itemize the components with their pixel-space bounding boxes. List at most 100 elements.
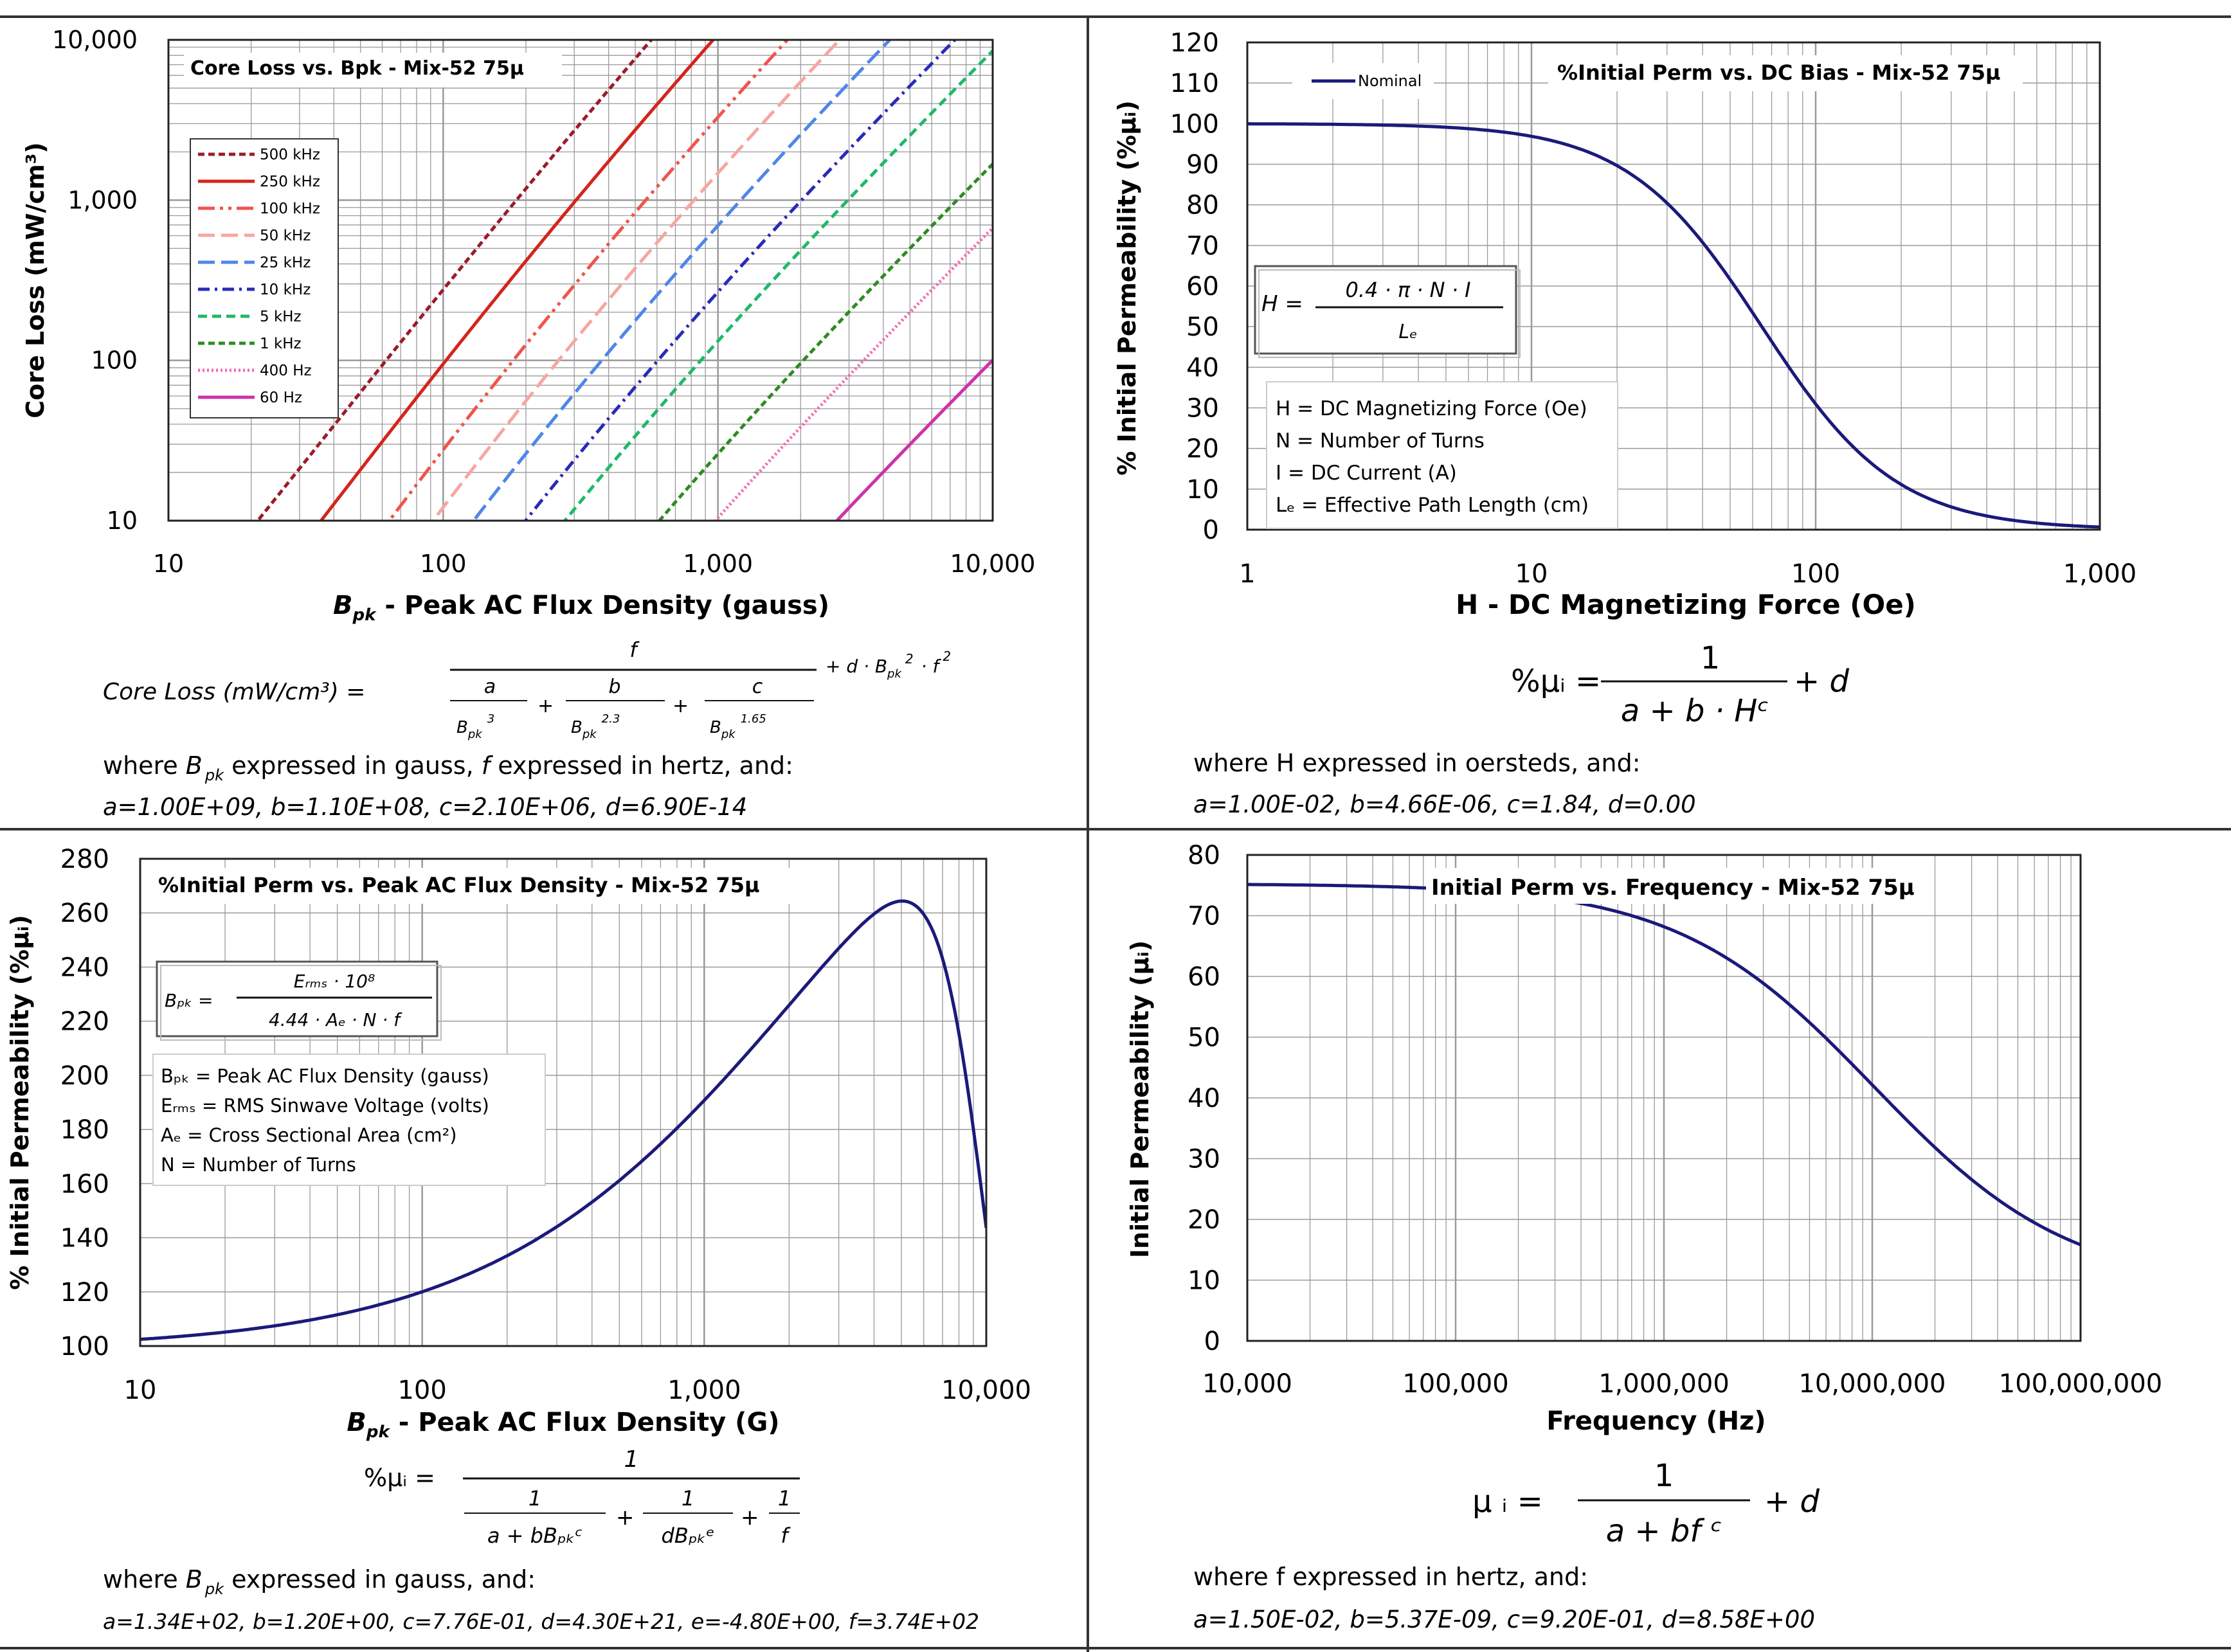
ac-flux-where-sub: pk: [204, 1580, 224, 1598]
core-loss-legend: 500 kHz 250 kHz 100 kHz 50 kHz 25 kHz 10 kHz 5…: [190, 138, 339, 418]
freq-eq-num: 1: [1654, 1458, 1674, 1494]
series-line-60-hz: [835, 359, 993, 521]
dc-eq-den: a + b · Hᶜ: [1621, 693, 1769, 729]
core-loss-where-post: expressed in hertz, and:: [490, 751, 793, 780]
core-loss-xlabel-sym: B: [333, 591, 353, 620]
panel-dividers: [0, 15, 2231, 1652]
ac-flux-ylabel: % Initial Permeability (%µᵢ): [6, 915, 34, 1290]
core-loss-title: Core Loss vs. Bpk - Mix-52 75µ: [190, 57, 524, 80]
legend-label: 5 kHz: [260, 309, 302, 325]
freq-eq-tail: + d: [1764, 1484, 1820, 1520]
y-tick-label: 40: [1186, 353, 1219, 382]
ac-formula-den: 4.44 · Aₑ · N · f: [269, 1009, 402, 1030]
y-tick-label: 40: [1188, 1084, 1220, 1113]
dc-bias-coeffs: a=1.00E-02, b=4.66E-06, c=1.84, d=0.00: [1193, 791, 1696, 818]
y-tick-label: 70: [1188, 902, 1220, 931]
core-loss-eq-den-a-base: B: [456, 718, 468, 737]
ac-def-0: Bₚₖ = Peak AC Flux Density (gauss): [161, 1065, 489, 1087]
legend-label: 60 Hz: [260, 390, 302, 406]
dc-bias-plot-frame: [1246, 41, 2101, 531]
core-loss-eq-den-a-sub: pk: [467, 728, 483, 741]
legend-label: 400 Hz: [260, 363, 312, 379]
series-line-400-hz: [713, 226, 993, 521]
freq-panel: 10,000 100,000 1,000,000 10,000,000 100,000,…: [1126, 841, 2162, 1633]
ac-def-2: Aₑ = Cross Sectional Area (cm²): [161, 1124, 457, 1146]
x-tick-label: 1,000,000: [1598, 1369, 1730, 1399]
freq-title: Initial Perm vs. Frequency - Mix-52 75µ: [1431, 875, 1915, 901]
y-tick-label: 20: [1188, 1205, 1220, 1235]
x-tick-label: 100,000,000: [1999, 1369, 2162, 1399]
core-loss-eq-den-c-base: B: [710, 718, 721, 737]
y-tick-label: 160: [60, 1169, 109, 1199]
ac-flux-panel: 10 100 1,000 10,000 100 120 140 160 180 200 220 240…: [6, 845, 1031, 1634]
x-tick-label: 100: [397, 1376, 446, 1405]
ac-flux-coeffs: a=1.34E+02, b=1.20E+00, c=7.76E-01, d=4.…: [103, 1609, 979, 1634]
ac-flux-plot-frame: [139, 857, 988, 1347]
dc-bias-legend-label: Nominal: [1358, 72, 1422, 90]
y-tick-label: 100: [91, 346, 138, 375]
x-tick-label: 10: [124, 1376, 157, 1405]
core-loss-eq-lhs: Core Loss (mW/cm³) =: [103, 679, 365, 705]
x-tick-label: 1: [1239, 559, 1255, 589]
y-tick-label: 30: [1188, 1145, 1220, 1174]
ac-flux-title-bg: [152, 868, 795, 904]
dc-formula-lhs: H =: [1261, 291, 1303, 317]
y-tick-label: 100: [60, 1332, 109, 1361]
legend-box: [190, 138, 339, 418]
y-tick-label: 200: [60, 1061, 109, 1091]
ac-flux-title: %Initial Perm vs. Peak AC Flux Density -…: [158, 873, 760, 897]
ac-eq-plus1: +: [616, 1505, 635, 1531]
freq-eq-lhs: µ ᵢ =: [1472, 1484, 1543, 1520]
x-tick-label: 10: [1515, 559, 1548, 589]
dc-bias-panel: 1 10 100 1,0000102030405060708090100110120 …: [1113, 28, 2136, 818]
y-tick-label: 120: [1170, 28, 1219, 58]
core-loss-eq-den-b-base: B: [571, 718, 583, 737]
y-tick-label: 240: [60, 953, 109, 982]
core-loss-eq-tail-fexp: 2: [943, 649, 951, 664]
x-tick-label: 1,000: [2063, 559, 2137, 589]
core-loss-grid: [167, 40, 993, 522]
core-loss-eq-den-b-exp: 2.3: [602, 712, 620, 726]
series-line-1-khz: [657, 163, 993, 521]
y-tick-label: 10,000: [52, 26, 138, 54]
x-tick-label: 100: [1791, 559, 1840, 589]
dc-eq-lhs: %µᵢ =: [1511, 663, 1601, 699]
dc-eq-num: 1: [1701, 640, 1721, 676]
core-loss-xlabel-sub: pk: [352, 606, 377, 625]
freq-title-bg: [1426, 868, 1928, 904]
ac-eq-t2-den: dBₚₖᵉ: [662, 1523, 715, 1548]
y-tick-label: 50: [1188, 1023, 1220, 1053]
dc-bias-defs-box: H = DC Magnetizing Force (Oe) N = Number…: [1266, 381, 1618, 529]
core-loss-panel: 10 100 1,000 10,000 10 100 1,000 10,000 Core Lo…: [21, 26, 1035, 821]
freq-tick-labels: 10,000 100,000 1,000,000 10,000,000 100,000,…: [1188, 841, 2162, 1399]
legend-label: 100 kHz: [260, 201, 320, 217]
ac-flux-tick-labels: 10 100 1,000 10,000 100 120 140 160 180 200 220 240…: [60, 845, 1031, 1405]
series-line-250-khz: [319, 40, 716, 521]
freq-ylabel: Initial Permeability (µᵢ): [1126, 940, 1154, 1258]
y-tick-label: 90: [1186, 150, 1219, 180]
y-tick-label: 1,000: [68, 186, 138, 214]
freq-curve: [1247, 883, 2081, 1246]
y-tick-label: 60: [1188, 962, 1220, 992]
dc-formula-den: Lₑ: [1398, 321, 1417, 343]
y-tick-label: 10: [107, 507, 138, 535]
dc-bias-ylabel: % Initial Permeability (%µᵢ): [1113, 100, 1141, 476]
core-loss-eq-den-b-sub: pk: [582, 728, 597, 741]
dc-def-3: Lₑ = Effective Path Length (cm): [1276, 494, 1589, 517]
x-tick-label: 10,000,000: [1798, 1369, 1946, 1399]
ac-flux-where-post: expressed in gauss, and:: [224, 1565, 536, 1594]
ac-eq-t3: 1: [778, 1486, 791, 1511]
y-tick-label: 10: [1186, 475, 1219, 505]
freq-equation: µ ᵢ = 1 a + bf ᶜ + d: [1472, 1458, 1820, 1549]
dc-def-0: H = DC Magnetizing Force (Oe): [1276, 397, 1587, 420]
core-loss-tick-labels: 10 100 1,000 10,000 10 100 1,000 10,000: [52, 26, 1035, 578]
dc-bias-title-bg: [1548, 55, 2023, 91]
series-line-500-khz: [255, 40, 654, 521]
core-loss-title-bg: [184, 53, 562, 87]
core-loss-where-sym: B: [186, 751, 203, 780]
y-tick-label: 70: [1186, 231, 1219, 261]
core-loss-where-mid: expressed in gauss,: [224, 751, 482, 780]
series-line-5-khz: [563, 49, 993, 521]
ac-eq-lhs: %µᵢ =: [364, 1464, 435, 1492]
